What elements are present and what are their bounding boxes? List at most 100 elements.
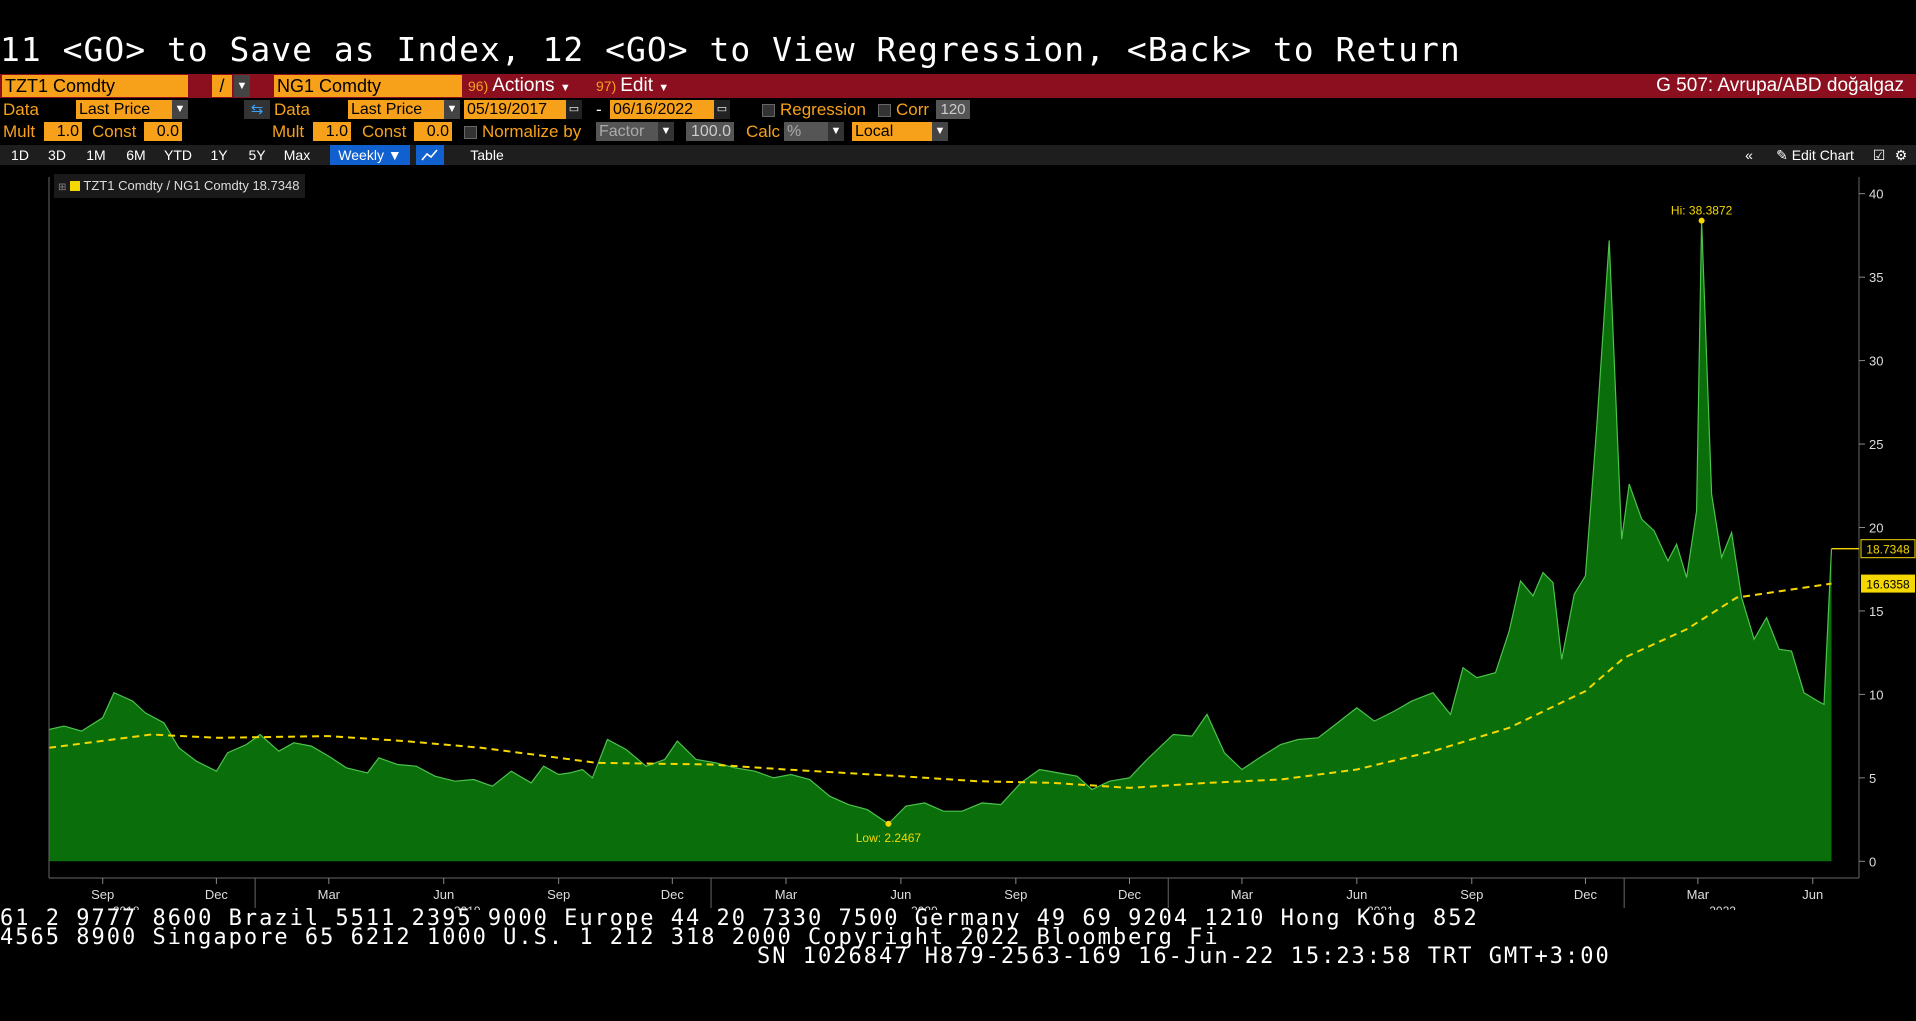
const1-label: Const: [92, 122, 137, 141]
mult1-label: Mult: [3, 122, 36, 141]
series-line: [48, 220, 1833, 825]
const1-input[interactable]: 0.0: [144, 122, 182, 141]
edit-chart-button[interactable]: ✎ Edit Chart: [1762, 145, 1868, 165]
gear-icon[interactable]: ⚙: [1894, 147, 1908, 163]
corr-checkbox[interactable]: [878, 104, 891, 117]
period-button-1m[interactable]: 1M: [86, 147, 106, 163]
x-tick-label: Dec: [1574, 887, 1598, 902]
period-button-5y[interactable]: 5Y: [248, 147, 266, 163]
const2-label: Const: [362, 122, 407, 141]
chart-legend[interactable]: ⊞ TZT1 Comdty / NG1 Comdty 18.7348: [54, 174, 306, 198]
low-marker: [885, 820, 892, 827]
operator-dropdown-icon[interactable]: ▼: [234, 75, 250, 97]
ma-value-text: 16.6358: [1866, 578, 1910, 592]
data2-select[interactable]: Last Price: [348, 100, 444, 119]
x-tick-label: Jun: [1802, 887, 1823, 902]
regression-checkbox[interactable]: [762, 104, 775, 117]
calendar-icon[interactable]: ▭: [714, 100, 730, 119]
security1-input[interactable]: TZT1 Comdty: [2, 75, 188, 97]
moving-average-line: [48, 582, 1832, 789]
mult2-label: Mult: [272, 122, 305, 141]
data2-dropdown-icon[interactable]: ▼: [444, 100, 460, 119]
y-tick-label: 10: [1869, 687, 1883, 702]
const2-input[interactable]: 0.0: [414, 122, 452, 141]
x-year-label: 2022: [1709, 904, 1736, 910]
x-year-label: 2021: [1367, 904, 1394, 910]
chevron-down-icon[interactable]: ▼: [932, 122, 948, 141]
normalize-select[interactable]: Factor: [596, 122, 659, 141]
frequency-select[interactable]: Weekly ▼: [330, 145, 410, 165]
mult1-input[interactable]: 1.0: [44, 122, 82, 141]
data1-select[interactable]: Last Price: [76, 100, 172, 119]
y-tick-label: 25: [1869, 437, 1883, 452]
edit-menu-number: 97): [596, 78, 617, 94]
series-area-fill: [49, 220, 1832, 862]
actions-menu-label: Actions: [492, 75, 555, 96]
y-tick-label: 20: [1869, 521, 1883, 536]
expand-icon[interactable]: ⊞: [58, 182, 67, 193]
period-button-max[interactable]: Max: [283, 147, 311, 163]
start-date-input[interactable]: 05/19/2017: [464, 100, 566, 119]
x-tick-label: Sep: [1004, 887, 1027, 902]
x-year-label: 2020: [911, 904, 938, 910]
chevron-down-icon[interactable]: ▼: [658, 122, 674, 141]
collapse-icon[interactable]: «: [1745, 147, 1753, 163]
chevron-down-icon: ▼: [658, 82, 670, 94]
ratio-chart: 0 5 10 15 20 25 30 35 40 Sep Dec Mar Jun Sep Dec Mar Jun…: [0, 165, 1916, 910]
regression-label: Regression: [780, 100, 866, 119]
x-tick-label: Dec: [661, 887, 685, 902]
data1-dropdown-icon[interactable]: ▼: [172, 100, 188, 119]
chart-toolbar: [0, 145, 1916, 165]
normalize-checkbox[interactable]: [464, 126, 477, 139]
chevron-down-icon[interactable]: ▼: [828, 122, 844, 141]
end-date-input[interactable]: 06/16/2022: [610, 100, 714, 119]
y-tick-label: 30: [1869, 354, 1883, 369]
x-year-label: 2018: [113, 904, 140, 910]
x-tick-label: Jun: [1346, 887, 1367, 902]
table-button[interactable]: Table: [470, 147, 504, 163]
x-tick-label: Sep: [91, 887, 114, 902]
line-chart-icon: [421, 149, 438, 161]
hi-label: Hi: 38.3872: [1671, 204, 1733, 218]
edit-icon[interactable]: ☑: [1872, 147, 1886, 163]
calc-select[interactable]: %: [784, 122, 831, 141]
currency-select[interactable]: Local: [852, 122, 932, 141]
normalize-factor-input[interactable]: 100.0: [686, 122, 734, 141]
mult2-input[interactable]: 1.0: [313, 122, 351, 141]
x-tick-label: Jun: [890, 887, 911, 902]
normalize-label: Normalize by: [482, 122, 582, 141]
actions-menu[interactable]: 96) Actions ▼: [468, 75, 571, 97]
footer-line-1: 61 2 9777 8600 Brazil 5511 2395 9000 Eur…: [0, 906, 1479, 931]
period-button-ytd[interactable]: YTD: [164, 147, 192, 163]
corr-window-input[interactable]: 120: [936, 100, 970, 119]
chart-type-icon[interactable]: [416, 145, 444, 165]
period-button-3d[interactable]: 3D: [48, 147, 66, 163]
y-tick-label: 0: [1869, 854, 1876, 869]
x-year-label: 2019: [454, 904, 481, 910]
last-value-tag: [1860, 539, 1916, 559]
edit-menu[interactable]: 97) Edit ▼: [596, 75, 669, 97]
edit-menu-label: Edit: [620, 75, 653, 96]
y-tick-label: 40: [1869, 187, 1883, 202]
data1-label: Data: [3, 100, 39, 119]
security2-input[interactable]: NG1 Comdty: [274, 75, 462, 97]
x-tick-label: Mar: [1231, 887, 1254, 902]
y-tick-label: 5: [1869, 771, 1876, 786]
corr-label: Corr: [896, 100, 930, 119]
operator-field[interactable]: /: [212, 75, 232, 97]
legend-swatch: [70, 181, 81, 191]
x-tick-label: Dec: [1118, 887, 1142, 902]
swap-icon[interactable]: ⇆: [244, 100, 270, 119]
x-tick-label: Mar: [318, 887, 341, 902]
period-button-1d[interactable]: 1D: [11, 147, 29, 163]
data2-label: Data: [274, 100, 310, 119]
x-tick-label: Mar: [775, 887, 798, 902]
period-button-1y[interactable]: 1Y: [210, 147, 228, 163]
last-value-text: 18.7348: [1866, 543, 1910, 557]
screen-title: G 507: Avrupa/ABD doğalgaz: [1656, 75, 1904, 96]
calc-label: Calc: [746, 122, 781, 141]
calendar-icon[interactable]: ▭: [566, 100, 582, 119]
period-button-6m[interactable]: 6M: [126, 147, 146, 163]
footer-line-3: SN 1026847 H879-2563-169 16-Jun-22 15:23…: [757, 944, 1611, 969]
y-tick-label: 35: [1869, 270, 1883, 285]
